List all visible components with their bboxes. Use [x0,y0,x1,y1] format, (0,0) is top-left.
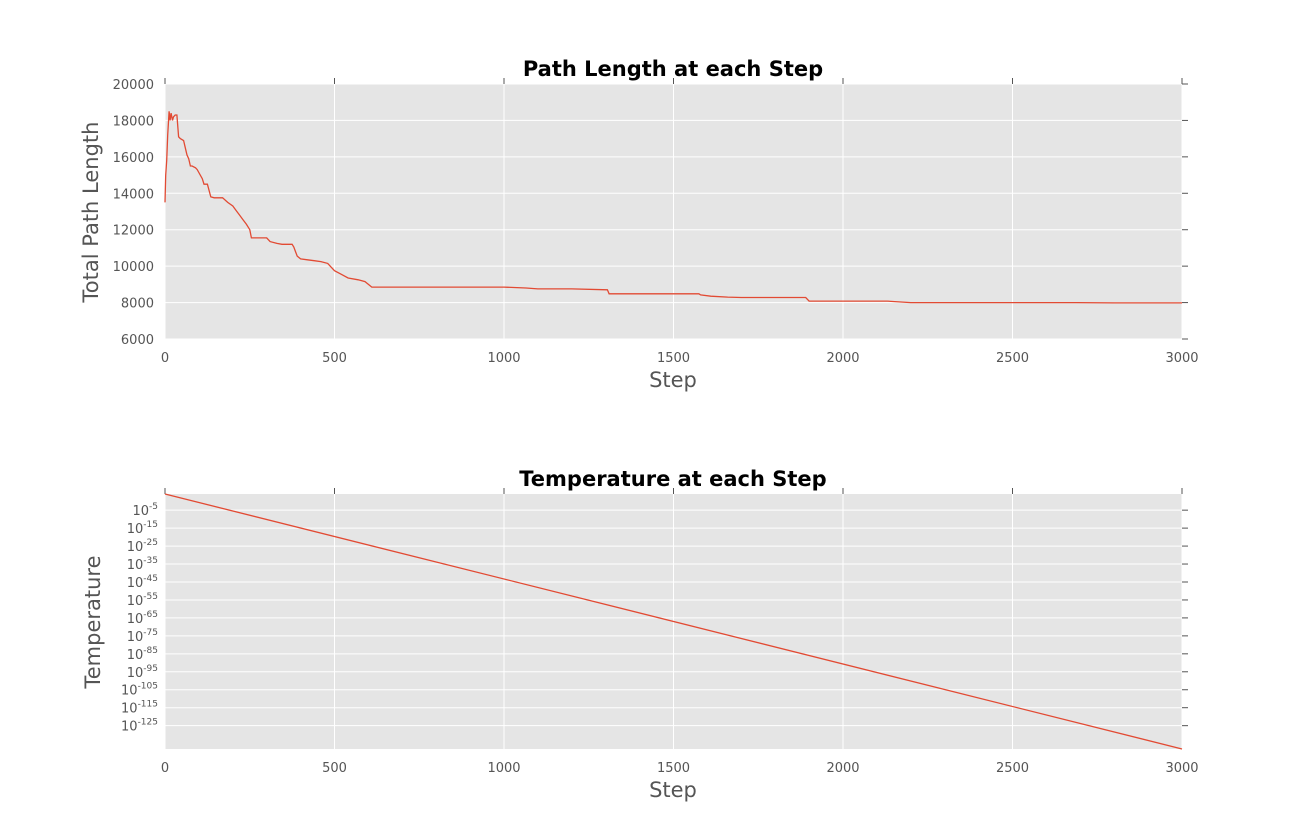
x-axis-label: Step [649,368,697,392]
x-tick-label: 2000 [826,761,859,776]
y-tick-label: 10-75 [127,628,158,645]
y-tick-label: 10-65 [127,610,158,627]
tick-marks [164,78,1188,340]
y-tick-label: 18000 [113,114,154,129]
series-lines [164,111,1182,304]
series-line [164,493,1183,750]
y-tick-label: 10-125 [121,718,158,735]
y-tick-label: 12000 [113,224,154,239]
y-tick-labels: 6000 8000 10000 12000 14000 16000 18000 20000 [113,78,154,348]
y-tick-label: 16000 [113,151,154,166]
x-tick-label: 2500 [996,351,1029,366]
y-tick-label: 10-105 [121,682,158,699]
x-tick-label: 500 [322,351,347,366]
y-tick-label: 10-25 [127,538,158,555]
x-tick-label: 0 [161,351,169,366]
x-tick-label: 1500 [657,351,690,366]
x-tick-label: 1000 [487,351,520,366]
grid-lines [164,494,1183,749]
y-axis-label: Temperature [81,555,105,689]
chart-title: Path Length at each Step [523,57,823,81]
y-tick-label: 20000 [113,78,154,93]
tick-marks [164,488,1188,727]
series-lines [164,493,1183,750]
x-tick-labels: 0 500 1000 1500 2000 2500 3000 [161,761,1199,776]
x-tick-label: 3000 [1165,351,1198,366]
y-tick-label: 10-115 [121,700,158,717]
y-axis-label: Total Path Length [79,122,103,304]
y-tick-label: 8000 [121,297,154,312]
y-tick-label: 10-35 [127,556,158,573]
y-tick-label: 10-55 [127,592,158,609]
y-tick-label: 10-5 [132,502,158,519]
x-axis-label: Step [649,778,697,802]
x-tick-label: 3000 [1165,761,1198,776]
y-tick-labels: 10-510-1510-2510-3510-4510-5510-6510-751… [121,502,158,734]
series-line [164,111,1182,304]
y-tick-label: 10-15 [127,520,158,537]
y-tick-label: 10-45 [127,574,158,591]
x-tick-label: 0 [161,761,169,776]
path-length-chart: 0 500 1000 1500 2000 2500 3000 6000 8000 10000 12… [79,57,1199,392]
x-tick-label: 1000 [487,761,520,776]
y-tick-label: 14000 [113,187,154,202]
y-tick-label: 6000 [121,333,154,348]
y-tick-label: 10-85 [127,646,158,663]
x-tick-label: 500 [322,761,347,776]
y-tick-label: 10-95 [127,664,158,681]
x-tick-label: 2000 [826,351,859,366]
y-tick-label: 10000 [113,260,154,275]
temperature-chart: 0 500 1000 1500 2000 2500 3000 10-510-1510-251… [81,467,1199,802]
x-tick-labels: 0 500 1000 1500 2000 2500 3000 [161,351,1199,366]
x-tick-label: 2500 [996,761,1029,776]
chart-title: Temperature at each Step [519,467,826,491]
x-tick-label: 1500 [657,761,690,776]
